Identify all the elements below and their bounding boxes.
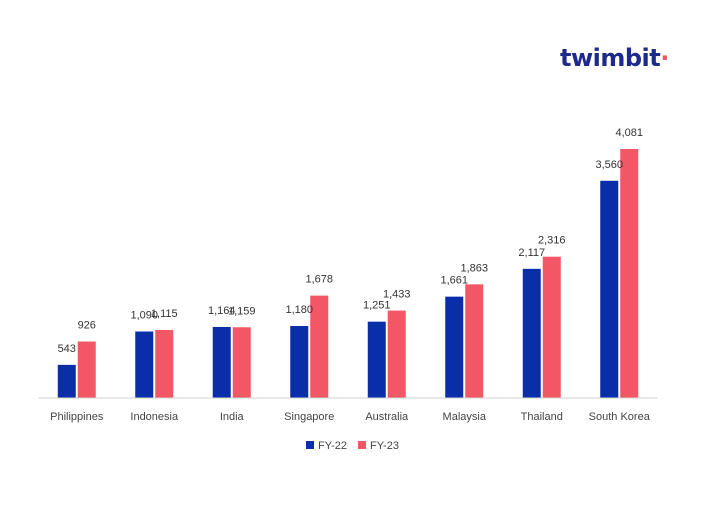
value-label: 1,164 xyxy=(208,305,236,317)
value-label: 1,251 xyxy=(363,300,391,312)
bar-fy-23-thailand xyxy=(542,256,561,398)
bar-fy-22-philippines xyxy=(57,364,76,398)
category-labels-group: Philippines Indonesia India Singapore Austra… xyxy=(50,411,651,423)
bar-fy-22-singapore xyxy=(290,326,309,398)
bar-fy-22-indonesia xyxy=(135,331,154,398)
legend-swatch-fy-22 xyxy=(306,441,314,449)
bar-fy-22-thailand xyxy=(522,268,541,398)
value-label: 1,678 xyxy=(305,274,333,286)
value-label: 543 xyxy=(58,343,76,355)
bar-fy-22-malaysia xyxy=(445,296,464,398)
value-label: 1,159 xyxy=(228,305,256,317)
value-label: 2,117 xyxy=(518,247,545,259)
value-label: 1,115 xyxy=(151,308,178,320)
twimbit-logo: twimbit· xyxy=(560,44,669,72)
category-label: India xyxy=(220,411,245,423)
category-label: Australia xyxy=(365,411,409,423)
bar-fy-23-philippines xyxy=(77,341,96,398)
legend-label-fy-23: FY-23 xyxy=(370,440,399,452)
bar-fy-22-india xyxy=(212,326,231,398)
bar-fy-23-india xyxy=(232,327,251,398)
value-label: 3,560 xyxy=(595,159,623,171)
category-label: Philippines xyxy=(50,411,104,423)
legend: FY-22 FY-23 xyxy=(306,440,399,452)
category-label: Singapore xyxy=(284,411,334,423)
bars-group xyxy=(57,149,639,398)
legend-swatch-fy-23 xyxy=(358,441,366,449)
bar-fy-22-south-korea xyxy=(600,180,619,398)
value-label: 2,316 xyxy=(538,235,566,247)
value-label: 1,433 xyxy=(383,289,411,301)
category-label: Malaysia xyxy=(443,411,487,423)
value-label: 4,081 xyxy=(615,127,643,139)
logo-text: twimbit xyxy=(560,44,661,72)
logo-dot: · xyxy=(660,44,669,72)
bar-fy-22-australia xyxy=(367,321,386,398)
bar-fy-23-singapore xyxy=(310,295,329,398)
bar-fy-23-indonesia xyxy=(155,329,174,398)
category-label: South Korea xyxy=(589,411,651,423)
category-label: Indonesia xyxy=(130,411,179,423)
value-label: 1,863 xyxy=(460,262,488,274)
legend-label-fy-22: FY-22 xyxy=(318,440,347,452)
value-label: 1,661 xyxy=(440,275,468,287)
value-label: 1,180 xyxy=(285,304,313,316)
value-label: 926 xyxy=(78,320,96,332)
bar-fy-23-south-korea xyxy=(620,149,639,398)
bar-fy-23-australia xyxy=(387,310,406,398)
bar-fy-23-malaysia xyxy=(465,284,484,398)
category-label: Thailand xyxy=(521,411,563,423)
value-label: 1,090 xyxy=(130,309,158,321)
